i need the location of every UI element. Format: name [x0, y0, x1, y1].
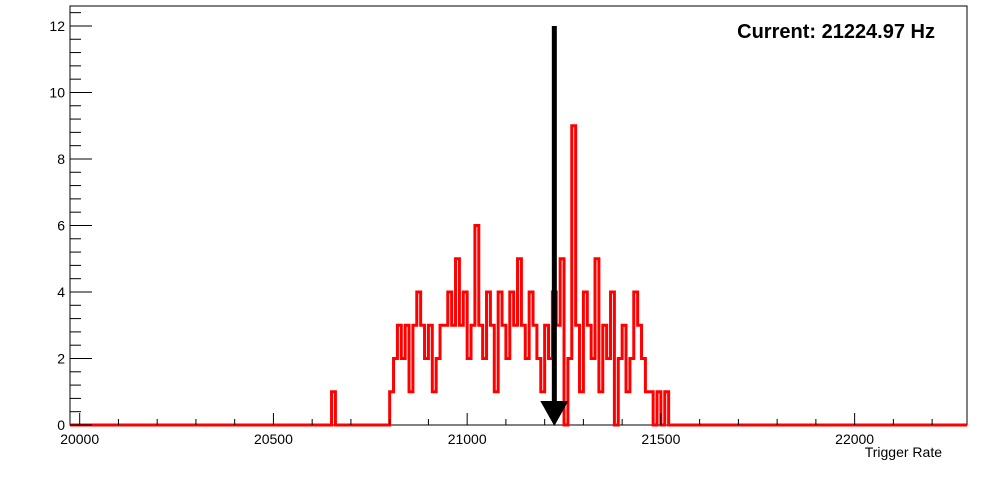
y-tick-label: 0 [57, 417, 65, 433]
plot-border [69, 5, 968, 426]
plot-frame [69, 5, 968, 426]
current-rate-annotation: Current: 21224.97 Hz [737, 21, 935, 43]
arrow-head [540, 401, 569, 426]
current-value-arrow [540, 25, 569, 426]
y-axis: 0 2 4 6 8 10 12 [49, 12, 92, 433]
x-tick-label: 21500 [641, 431, 680, 447]
x-tick-label: 22000 [835, 431, 874, 447]
x-tick-label: 21000 [448, 431, 487, 447]
histogram-series [70, 124, 967, 427]
y-tick-label: 4 [57, 284, 65, 300]
y-tick-label: 6 [57, 217, 65, 233]
x-axis: 20000 20500 21000 21500 22000 [60, 413, 933, 447]
y-tick-label: 8 [57, 151, 65, 167]
y-tick-label: 12 [49, 18, 65, 34]
x-axis-label: Trigger Rate [865, 444, 943, 460]
y-tick-label: 10 [49, 84, 65, 100]
y-tick-label: 2 [57, 350, 65, 366]
x-tick-label: 20500 [254, 431, 293, 447]
histogram-outline [70, 124, 967, 427]
x-tick-label: 20000 [60, 431, 99, 447]
